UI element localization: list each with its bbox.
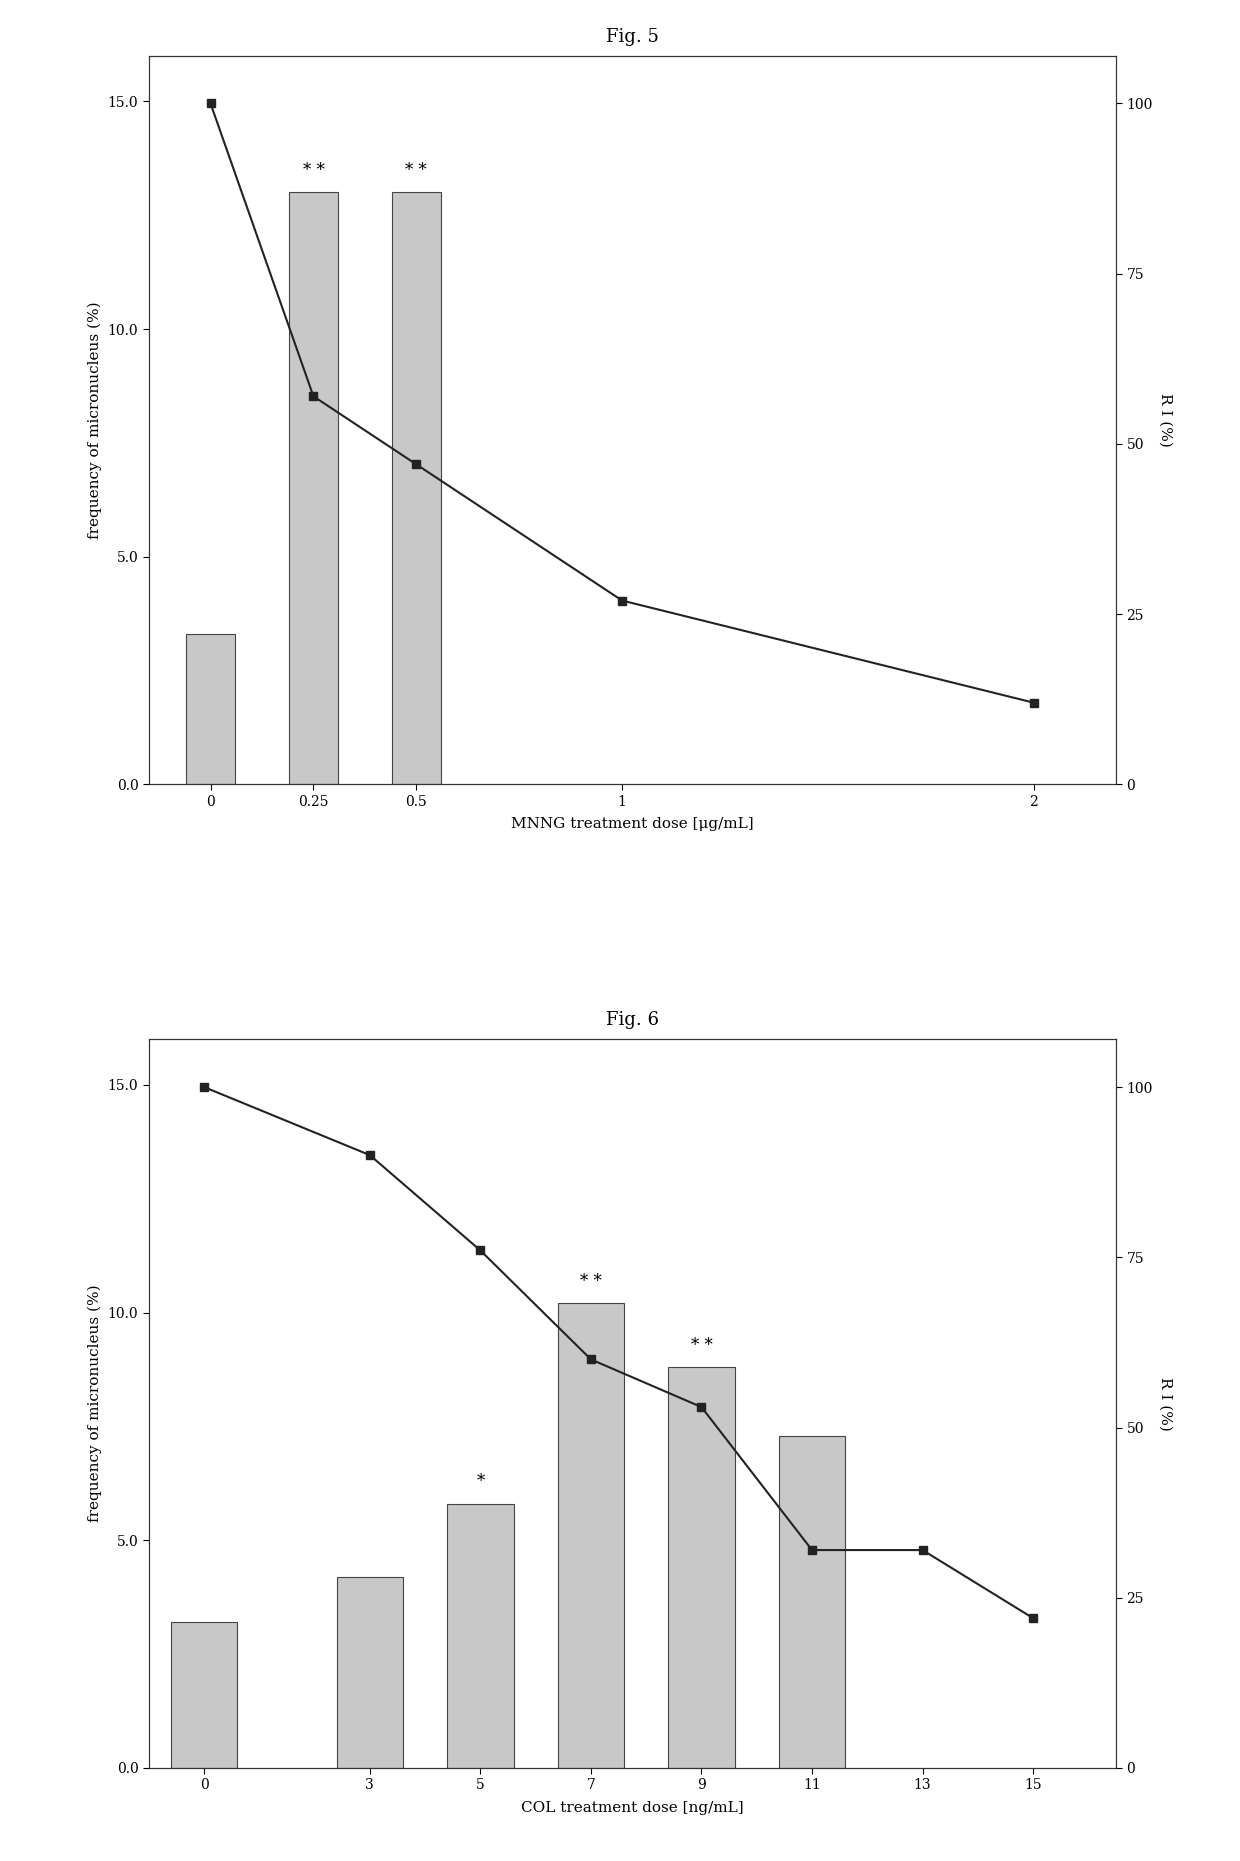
Y-axis label: R I (%): R I (%): [1158, 1377, 1172, 1431]
Text: * *: * *: [580, 1273, 601, 1290]
Bar: [337, 1576, 403, 1768]
Bar: [779, 1435, 846, 1768]
Bar: [448, 1504, 513, 1768]
Bar: [668, 1368, 734, 1768]
Title: Fig. 6: Fig. 6: [606, 1012, 658, 1029]
Bar: [558, 1303, 624, 1768]
Text: * *: * *: [405, 162, 428, 179]
Bar: [171, 1623, 237, 1768]
Y-axis label: frequency of micronucleus (%): frequency of micronucleus (%): [88, 1284, 102, 1522]
Bar: [289, 192, 339, 783]
Y-axis label: R I (%): R I (%): [1158, 393, 1172, 447]
Y-axis label: frequency of micronucleus (%): frequency of micronucleus (%): [88, 301, 102, 540]
Text: *: *: [476, 1474, 485, 1491]
X-axis label: COL treatment dose [ng/mL]: COL treatment dose [ng/mL]: [521, 1801, 744, 1814]
Text: * *: * *: [303, 162, 325, 179]
Bar: [186, 635, 236, 783]
Text: * *: * *: [691, 1336, 712, 1353]
X-axis label: MNNG treatment dose [μg/mL]: MNNG treatment dose [μg/mL]: [511, 817, 754, 832]
Title: Fig. 5: Fig. 5: [606, 28, 658, 47]
Bar: [392, 192, 441, 783]
